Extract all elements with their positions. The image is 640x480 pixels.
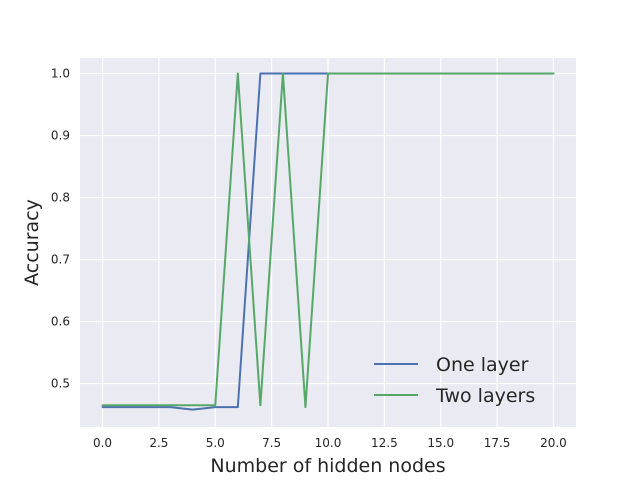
legend: One layer Two layers: [374, 354, 535, 407]
y-tick-labels: 0.5 0.6 0.7 0.8 0.9 1.0: [51, 67, 70, 391]
x-tick-label: 15.0: [427, 436, 454, 450]
y-tick-label: 1.0: [51, 67, 70, 81]
y-tick-label: 0.5: [51, 377, 70, 391]
y-axis-label: Accuracy: [21, 199, 43, 286]
x-tick-label: 12.5: [371, 436, 398, 450]
x-axis-label: Number of hidden nodes: [210, 455, 445, 477]
x-tick-label: 20.0: [540, 436, 567, 450]
y-tick-label: 0.9: [51, 129, 70, 143]
x-tick-label: 0.0: [93, 436, 112, 450]
legend-label: One layer: [436, 354, 529, 376]
x-tick-label: 5.0: [206, 436, 225, 450]
legend-label: Two layers: [435, 385, 535, 407]
series-lines: [101, 72, 555, 411]
y-tick-label: 0.7: [51, 253, 70, 267]
x-tick-label: 2.5: [149, 436, 168, 450]
x-tick-label: 17.5: [484, 436, 511, 450]
y-tick-label: 0.6: [51, 315, 70, 329]
x-tick-labels: 0.0 2.5 5.0 7.5 10.0 12.5 15.0 17.5 20.0: [93, 436, 567, 450]
x-tick-label: 10.0: [315, 436, 342, 450]
series-line-two-layers: [101, 72, 555, 409]
x-tick-label: 7.5: [262, 436, 281, 450]
y-tick-label: 0.8: [51, 191, 70, 205]
